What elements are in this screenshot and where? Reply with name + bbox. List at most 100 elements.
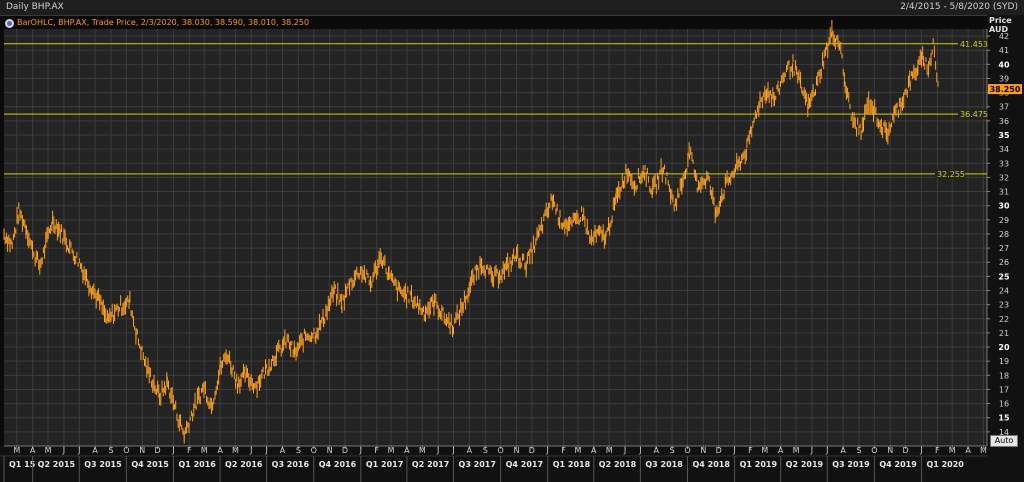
month-label: M (761, 446, 768, 455)
month-label: D (716, 446, 722, 455)
price-tick-label: 31 (999, 188, 1009, 197)
month-label: A (280, 446, 286, 455)
series-legend[interactable]: BarOHLC, BHP.AX, Trade Price, 2/3/2020, … (5, 17, 309, 29)
month-label: M (949, 446, 956, 455)
price-tick-label: 34 (999, 145, 1009, 154)
quarter-label: Q1 15 (9, 460, 36, 469)
price-tick-label: 40 (998, 60, 1010, 69)
price-tick-label: 42 (999, 32, 1009, 41)
month-label: A (30, 446, 36, 455)
month-label: A (217, 446, 223, 455)
level-label-bg (935, 168, 965, 179)
level-label: 32.255 (937, 170, 965, 179)
month-label: D (155, 446, 161, 455)
quarter-label: Q1 2019 (740, 460, 778, 469)
level-label-bg (958, 38, 988, 49)
month-label: A (965, 446, 971, 455)
level-label: 36.475 (960, 110, 988, 119)
quarter-label: Q2 2018 (599, 460, 637, 469)
price-chart[interactable]: 14 15 16 17 18 19 20 21 22 23 24 25 26 27 28 29 30 31 32 33… (0, 15, 1024, 482)
chart-title: Daily BHP.AX (6, 2, 64, 12)
month-label: S (296, 446, 301, 455)
price-tick-label: 36 (999, 117, 1009, 126)
quarter-label: Q3 2018 (645, 460, 683, 469)
month-label: A (778, 446, 784, 455)
last-price-label: 38.250 (990, 85, 1021, 94)
quarter-label: Q4 2017 (506, 460, 543, 469)
month-label: M (201, 446, 208, 455)
price-tick-label: 39 (999, 74, 1009, 83)
month-label: J (732, 446, 735, 455)
month-label: F (187, 446, 192, 455)
month-label: J (77, 446, 80, 455)
quarter-label: Q1 2017 (366, 460, 403, 469)
month-label: J (638, 446, 641, 455)
price-tick-label: 21 (999, 329, 1009, 338)
price-tick-label: 29 (999, 216, 1009, 225)
price-tick-label: 15 (998, 414, 1010, 423)
month-label: J (451, 446, 454, 455)
time-axis-panel (0, 446, 987, 482)
month-label: M (388, 446, 395, 455)
month-label: J (264, 446, 267, 455)
legend-icon[interactable] (5, 18, 14, 28)
plot-area (4, 29, 987, 446)
ohlc-series (3, 19, 939, 444)
month-label: M (793, 446, 800, 455)
currency-label: AUD (989, 25, 1009, 34)
month-label: A (467, 446, 473, 455)
quarter-label: Q2 2015 (38, 460, 76, 469)
month-label: A (92, 446, 98, 455)
price-tick-label: 26 (999, 258, 1009, 267)
quarter-label: Q3 2016 (272, 460, 310, 469)
month-label: J (249, 446, 252, 455)
quarter-label: Q2 2019 (786, 460, 824, 469)
quarter-label: Q4 2016 (319, 460, 357, 469)
month-label: A (840, 446, 846, 455)
quarter-label: Q3 2019 (832, 460, 870, 469)
month-label: A (591, 446, 597, 455)
month-label: D (529, 446, 535, 455)
month-label: M (45, 446, 52, 455)
month-label: J (825, 446, 828, 455)
month-label: N (327, 446, 333, 455)
quarter-label: Q4 2015 (131, 460, 169, 469)
price-tick-label: 19 (999, 357, 1009, 366)
level-label: 41.453 (960, 40, 988, 49)
month-label: N (700, 446, 706, 455)
price-tick-label: 41 (999, 46, 1009, 55)
month-label: S (670, 446, 675, 455)
price-tick-label: 16 (999, 400, 1009, 409)
month-label: M (419, 446, 426, 455)
month-label: J (171, 446, 174, 455)
month-label: J (436, 446, 439, 455)
price-tick-label: 24 (999, 287, 1009, 296)
month-label: M (13, 446, 20, 455)
price-tick-label: 27 (999, 244, 1009, 253)
quarter-label: Q1 2018 (553, 460, 591, 469)
price-tick-label: 17 (999, 385, 1009, 394)
month-label: F (748, 446, 753, 455)
month-label: S (108, 446, 113, 455)
month-label: M (606, 446, 613, 455)
month-label: M (232, 446, 239, 455)
auto-scale-button[interactable]: Auto (990, 435, 1018, 447)
price-tick-label: 37 (999, 103, 1009, 112)
price-tick-label: 22 (999, 315, 1009, 324)
month-label: F (935, 446, 940, 455)
quarter-label: Q1 2020 (926, 460, 964, 469)
price-tick-label: 23 (999, 301, 1009, 310)
last-price-box (988, 84, 1022, 95)
quarter-label: Q1 2016 (178, 460, 216, 469)
month-label: O (871, 446, 877, 455)
month-label: J (623, 446, 626, 455)
month-label: N (139, 446, 145, 455)
date-range: 2/4/2015 - 5/8/2020 (SYD) (900, 2, 1018, 12)
month-label: D (342, 446, 348, 455)
month-label: N (513, 446, 519, 455)
price-tick-label: 32 (999, 173, 1009, 182)
level-label-bg (958, 109, 988, 120)
quarter-label: Q4 2019 (879, 460, 917, 469)
quarter-label: Q2 2016 (225, 460, 263, 469)
month-label: S (856, 446, 861, 455)
